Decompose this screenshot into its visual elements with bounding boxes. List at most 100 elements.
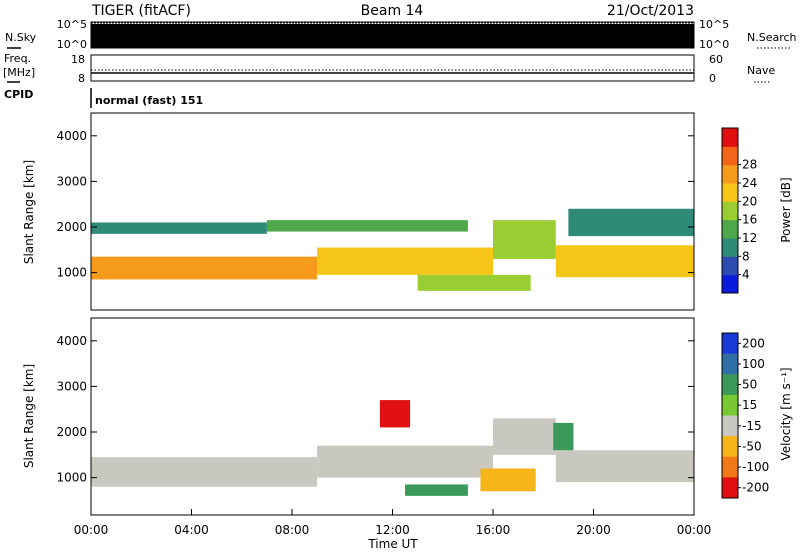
colorbar-tick-label: 16 — [742, 213, 757, 227]
x-tick-label: 16:00 — [476, 523, 511, 537]
range-time-band — [317, 247, 493, 275]
colorbar-tick-label: 100 — [742, 357, 765, 371]
colorbar-swatch — [722, 256, 738, 276]
colorbar-tick-label: 4 — [742, 268, 750, 282]
colorbar-swatch — [722, 164, 738, 184]
range-time-band — [266, 220, 468, 232]
nave-label: Nave — [747, 64, 775, 77]
colorbar-swatch — [722, 477, 738, 499]
noise-right-tick-top: 10^5 — [699, 18, 729, 31]
freq-label-line1: Freq. — [4, 52, 31, 65]
colorbar-swatch — [722, 415, 738, 437]
velocity-colorbar: Velocity [m s⁻¹] 200 100 50 15 -15 -50 -100 -20… — [721, 332, 793, 499]
colorbar-tick-label: -50 — [742, 439, 762, 453]
range-time-band — [91, 256, 318, 280]
velocity-colorbar-label: Velocity [m s⁻¹] — [779, 367, 793, 460]
colorbar-tick-label: 20 — [742, 194, 757, 208]
x-tick-label: 12:00 — [375, 523, 410, 537]
colorbar-tick-label: 12 — [742, 231, 757, 245]
x-tick-label: 00:00 — [74, 523, 109, 537]
radar-title: TIGER (fitACF) — [91, 3, 191, 19]
colorbar-swatch — [722, 128, 738, 147]
range-time-band — [553, 422, 574, 451]
nave-tick-top: 60 — [709, 53, 723, 66]
x-tick-label: 00:00 — [677, 523, 712, 537]
x-tick-label: 20:00 — [576, 523, 611, 537]
velocity-yticks: 1000 2000 3000 4000 — [56, 334, 694, 485]
colorbar-tick-label: 8 — [742, 249, 750, 263]
y-tick-label: 3000 — [56, 174, 87, 188]
power-panel: Slant Range [km] 1000 2000 3000 4000 — [22, 112, 695, 311]
freq-panel-frame — [90, 54, 695, 82]
colorbar-swatch — [722, 219, 738, 239]
beam-title: Beam 14 — [361, 3, 424, 19]
freq-panel: Freq. [MHz] 18 8 60 0 Nave — [3, 52, 775, 85]
cpid-panel: CPID normal (fast) 151 — [4, 88, 203, 108]
freq-tick-bottom: 8 — [78, 72, 85, 85]
power-panel-frame — [90, 112, 695, 311]
power-colorbar-label: Power [dB] — [779, 177, 793, 242]
date-title: 21/Oct/2013 — [607, 3, 694, 19]
range-time-band — [91, 222, 267, 234]
colorbar-swatch — [722, 238, 738, 257]
range-time-band — [555, 245, 694, 278]
x-tick-label: 08:00 — [275, 523, 310, 537]
velocity-xticks: 00:00 04:00 08:00 12:00 16:00 20:00 00:00 — [74, 509, 712, 537]
colorbar-tick-label: -100 — [742, 460, 769, 474]
colorbar-tick-label: 15 — [742, 398, 757, 412]
y-tick-label: 2000 — [56, 425, 87, 439]
range-time-band — [317, 445, 493, 478]
range-time-band — [493, 418, 556, 455]
colorbar-frame — [721, 127, 739, 294]
range-time-band — [379, 400, 411, 428]
colorbar-tick-label: 28 — [742, 158, 757, 172]
power-ylabel: Slant Range [km] — [22, 160, 36, 264]
y-tick-label: 4000 — [56, 129, 87, 143]
colorbar-swatch — [722, 436, 738, 458]
noise-left-tick-bottom: 10^0 — [57, 38, 87, 51]
velocity-ylabel: Slant Range [km] — [22, 364, 36, 468]
colorbar-tick-label: 50 — [742, 378, 757, 392]
colorbar-tick-label: 24 — [742, 176, 757, 190]
y-tick-label: 4000 — [56, 334, 87, 348]
nave-tick-bottom: 0 — [709, 72, 716, 85]
noise-left-tick-top: 10^5 — [57, 18, 87, 31]
nsearch-label: N.Search — [747, 31, 797, 44]
cpid-label: CPID — [4, 88, 33, 101]
noise-right-tick-bottom: 10^0 — [699, 38, 729, 51]
freq-label-line2: [MHz] — [3, 66, 35, 79]
y-tick-label: 2000 — [56, 220, 87, 234]
cpid-text: normal (fast) 151 — [95, 94, 203, 107]
noise-sky-trace — [91, 24, 694, 48]
colorbar-swatch — [722, 353, 738, 375]
power-data-layer — [91, 208, 694, 291]
power-colorbar: Power [dB] 4 8 12 16 20 24 28 — [721, 127, 793, 294]
range-time-band — [555, 450, 694, 483]
colorbar-tick-label: 200 — [742, 336, 765, 350]
range-time-band — [91, 457, 318, 487]
range-time-band — [493, 220, 556, 259]
range-time-band — [417, 274, 531, 291]
y-tick-label: 1000 — [56, 266, 87, 280]
colorbar-frame — [721, 332, 739, 499]
freq-tick-top: 18 — [71, 53, 85, 66]
colorbar-tick-label: -15 — [742, 419, 762, 433]
nsky-label: N.Sky — [5, 31, 37, 44]
colorbar-swatch — [722, 183, 738, 202]
power-yticks: 1000 2000 3000 4000 — [56, 129, 694, 280]
velocity-data-layer — [91, 400, 694, 496]
y-tick-label: 1000 — [56, 471, 87, 485]
x-tick-label: 04:00 — [174, 523, 209, 537]
colorbar-swatch — [722, 456, 738, 478]
noise-panel: N.Sky 10^5 10^0 10^5 10^0 N.Search — [5, 18, 797, 51]
colorbar-swatch — [722, 374, 738, 396]
colorbar-tick-label: -200 — [742, 481, 769, 495]
velocity-xlabel: Time UT — [367, 537, 418, 551]
range-time-band — [568, 208, 694, 237]
range-time-band — [480, 468, 536, 492]
range-time-band — [405, 484, 468, 496]
colorbar-swatch — [722, 146, 738, 166]
y-tick-label: 3000 — [56, 379, 87, 393]
